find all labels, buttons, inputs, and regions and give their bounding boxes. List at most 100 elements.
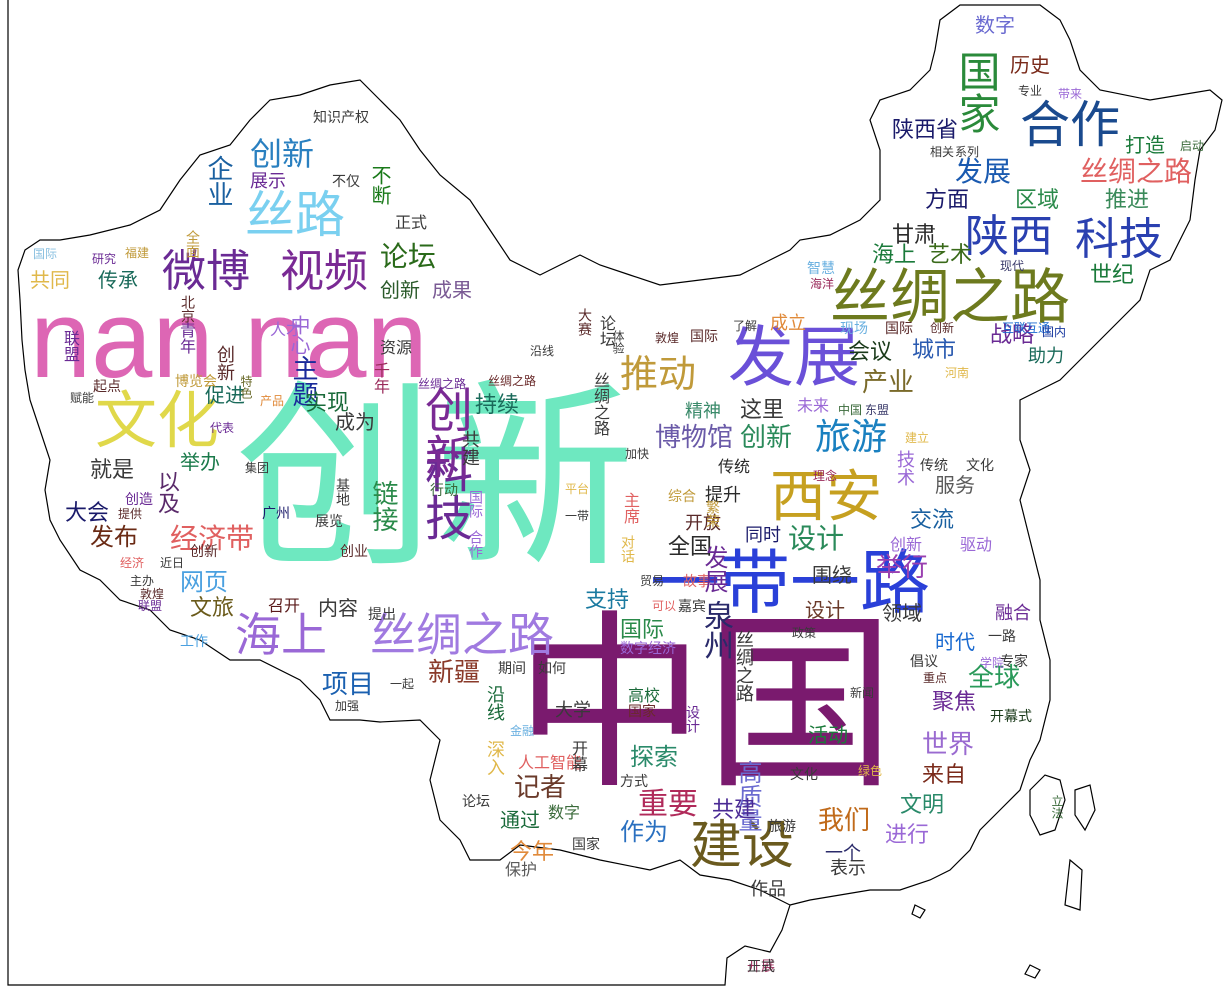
- cloud-word: 数字: [548, 803, 581, 822]
- cloud-word: 千年: [371, 362, 390, 394]
- cloud-word: 创新: [235, 363, 636, 596]
- cloud-word: 如何: [538, 661, 566, 677]
- cloud-word: 创新: [890, 535, 923, 554]
- cloud-word: 持续: [475, 393, 520, 418]
- cloud-word: 传统: [920, 458, 948, 474]
- cloud-word: 西安: [770, 465, 882, 530]
- cloud-word: 理念: [813, 469, 838, 483]
- cloud-word: 北京: [179, 295, 195, 323]
- cloud-word: 赋能: [70, 391, 95, 405]
- cloud-word: 作品: [750, 879, 786, 900]
- cloud-word: 广州: [262, 506, 290, 522]
- cloud-word: 体验: [611, 330, 625, 354]
- cloud-word: 河南: [945, 366, 970, 380]
- cloud-word: 全面: [184, 230, 200, 258]
- cloud-word: 福建: [125, 246, 150, 260]
- cloud-word: 企业: [203, 155, 233, 207]
- cloud-word: 成立: [770, 313, 806, 334]
- cloud-word: 海上: [872, 243, 917, 268]
- cloud-word: 召开: [268, 596, 301, 615]
- cloud-word: 发展: [700, 545, 728, 593]
- cloud-word: 可以: [652, 599, 677, 613]
- cloud-word: 区域: [1015, 188, 1060, 213]
- cloud-word: 丝绸之路: [370, 608, 554, 662]
- cloud-word: 项目: [322, 670, 375, 700]
- cloud-word: 围绕: [812, 563, 852, 587]
- cloud-word: 链接: [368, 480, 398, 532]
- cloud-word: 网页: [180, 568, 228, 596]
- cloud-word: 就是: [90, 458, 135, 483]
- cloud-word: 开幕: [569, 740, 588, 772]
- cloud-word: 绿色: [858, 764, 883, 778]
- cloud-word: 创新: [190, 544, 218, 560]
- cloud-word: 繁荣: [704, 500, 720, 528]
- cloud-word: 专业: [1018, 84, 1043, 98]
- cloud-word: 相关: [930, 145, 955, 159]
- cloud-word: 国际: [620, 618, 665, 643]
- cloud-word: 作为: [620, 818, 668, 846]
- cloud-word: 互联互通: [1002, 321, 1051, 335]
- cloud-word: 数字: [620, 641, 648, 657]
- cloud-word: 未来: [797, 396, 830, 415]
- cloud-word: 故事: [683, 574, 711, 590]
- cloud-word: 传统: [718, 457, 751, 476]
- cloud-word: 文化: [966, 458, 994, 474]
- cloud-word: 研究: [92, 252, 117, 266]
- cloud-word: 国际: [885, 321, 913, 337]
- cloud-word: 敦煌: [655, 331, 680, 345]
- cloud-word: 行动: [430, 483, 458, 499]
- cloud-word: 发展: [955, 155, 1012, 188]
- cloud-word: 领域: [882, 601, 922, 625]
- cloud-word: 重要: [638, 787, 698, 822]
- cloud-word: 产品: [260, 394, 285, 408]
- cloud-word: 世纪: [1090, 263, 1135, 288]
- cloud-word: 加强: [335, 699, 360, 713]
- cloud-word: 世界: [922, 730, 975, 760]
- cloud-word: 建立: [905, 431, 930, 445]
- cloud-word: 加快: [625, 447, 650, 461]
- cloud-word: 博物馆: [655, 423, 734, 453]
- cloud-word: 旅游: [768, 819, 796, 835]
- cloud-word: 一带一路: [650, 542, 930, 624]
- cloud-word: 丝绸之路: [488, 374, 537, 388]
- cloud-word: 打造: [1125, 133, 1165, 157]
- cloud-word: 创新: [250, 135, 315, 173]
- cloud-word: 对话: [619, 535, 635, 563]
- cloud-word: 建设: [690, 816, 795, 876]
- cloud-word: 提供: [118, 507, 143, 521]
- cloud-word: 基地: [334, 478, 350, 506]
- cloud-word: 共同: [30, 268, 70, 292]
- cloud-word: 现场: [840, 321, 868, 337]
- cloud-word: 海上: [235, 608, 327, 662]
- cloud-word: 文旅: [190, 596, 235, 621]
- cloud-word: 我们: [818, 806, 871, 836]
- cloud-word: 经济: [120, 556, 145, 570]
- cloud-word: 国际: [690, 329, 718, 345]
- cloud-word: 创造: [125, 492, 153, 508]
- cloud-word: 中心: [287, 315, 311, 355]
- cloud-word: 工作: [180, 634, 208, 650]
- cloud-word: 聚焦: [932, 690, 977, 715]
- cloud-word: 倡议: [910, 654, 938, 670]
- cloud-word: 人工智能: [518, 753, 583, 772]
- cloud-word: 艺术: [928, 243, 973, 268]
- cloud-word: 共建: [459, 430, 480, 466]
- cloud-word: 知识产权: [313, 110, 369, 126]
- cloud-word: 中国: [838, 403, 863, 417]
- cloud-word: 创业: [340, 544, 368, 560]
- cloud-word: 实现: [305, 391, 350, 416]
- cloud-word: 大学: [555, 700, 591, 721]
- cloud-word: 高校: [628, 686, 661, 705]
- cloud-word: 支持: [585, 588, 630, 613]
- cloud-word: 科技: [416, 445, 472, 541]
- cloud-word: 新疆: [428, 658, 481, 688]
- cloud-word: 正式: [395, 213, 428, 232]
- cloud-word: 设计: [788, 522, 845, 555]
- cloud-word: 论坛: [597, 315, 616, 347]
- cloud-word: 方式: [620, 774, 648, 790]
- cloud-word: 服务: [935, 473, 975, 497]
- cloud-word: 丝绸之路: [733, 630, 754, 702]
- cloud-word: 联盟: [138, 599, 163, 613]
- cloud-word: 创新: [214, 345, 235, 381]
- cloud-word: 活动: [808, 723, 848, 747]
